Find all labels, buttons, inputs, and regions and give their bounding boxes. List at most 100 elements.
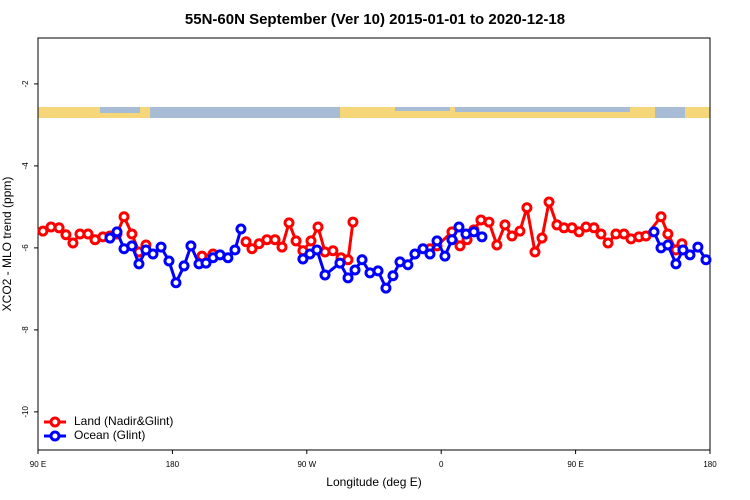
- point: [439, 250, 451, 262]
- point: [588, 222, 600, 234]
- point: [229, 244, 241, 256]
- point: [118, 211, 130, 223]
- point: [454, 240, 466, 252]
- point: [349, 264, 361, 276]
- point: [595, 228, 607, 240]
- y-axis-label: XCO2 - MLO trend (ppm): [0, 177, 14, 312]
- point: [618, 228, 630, 240]
- point: [356, 254, 368, 266]
- point: [126, 228, 138, 240]
- point: [111, 226, 123, 238]
- point: [409, 248, 421, 260]
- point: [147, 248, 159, 260]
- x-tick-label: 90 E: [30, 460, 46, 469]
- legend-label: Land (Nadir&Glint): [74, 414, 173, 428]
- point: [283, 217, 295, 229]
- x-tick-label: 180: [703, 460, 717, 469]
- point: [431, 235, 443, 247]
- point: [684, 249, 696, 261]
- map-land: [38, 107, 710, 118]
- point: [677, 244, 689, 256]
- map-water: [395, 107, 450, 111]
- map-strip: [38, 107, 710, 118]
- map-water: [655, 107, 685, 118]
- point: [573, 226, 585, 238]
- point: [529, 246, 541, 258]
- x-tick-label: 90 W: [297, 460, 316, 469]
- point: [483, 216, 495, 228]
- point: [104, 232, 116, 244]
- point: [276, 241, 288, 253]
- point: [506, 230, 518, 242]
- point: [82, 228, 94, 240]
- point: [521, 202, 533, 214]
- point: [170, 277, 182, 289]
- point: [499, 219, 511, 231]
- point: [662, 239, 674, 251]
- point: [222, 252, 234, 264]
- point: [446, 234, 458, 246]
- point: [380, 282, 392, 294]
- y-tick-label: -6: [21, 244, 30, 252]
- x-tick-label: 180: [166, 460, 180, 469]
- point: [640, 230, 652, 242]
- point: [163, 255, 175, 267]
- point: [155, 241, 167, 253]
- point: [126, 240, 138, 252]
- point: [200, 257, 212, 269]
- point: [235, 223, 247, 235]
- legend-marker: [49, 416, 61, 428]
- point: [60, 229, 72, 241]
- x-axis-label: Longitude (deg E): [326, 475, 421, 489]
- y-tick-label: -2: [21, 80, 30, 88]
- point: [424, 248, 436, 260]
- point: [297, 253, 309, 265]
- point: [372, 265, 384, 277]
- point: [269, 234, 281, 246]
- point: [700, 254, 712, 266]
- point: [334, 257, 346, 269]
- y-tick-label: -8: [21, 326, 30, 334]
- point: [253, 238, 265, 250]
- point: [347, 216, 359, 228]
- point: [514, 225, 526, 237]
- point: [692, 241, 704, 253]
- point: [178, 260, 190, 272]
- point: [402, 259, 414, 271]
- point: [602, 237, 614, 249]
- map-water: [100, 107, 140, 113]
- x-tick-label: 0: [439, 460, 444, 469]
- point: [662, 228, 674, 240]
- point: [311, 244, 323, 256]
- point: [648, 226, 660, 238]
- point: [417, 243, 429, 255]
- point: [543, 196, 555, 208]
- x-tick-label: 90 E: [567, 460, 583, 469]
- point: [319, 269, 331, 281]
- point: [185, 240, 197, 252]
- point: [536, 232, 548, 244]
- legend-label: Ocean (Glint): [74, 428, 145, 442]
- map-water: [455, 107, 630, 112]
- point: [53, 222, 65, 234]
- point: [670, 258, 682, 270]
- point: [468, 226, 480, 238]
- point: [246, 243, 258, 255]
- point: [387, 270, 399, 282]
- chart-title: 55N-60N September (Ver 10) 2015-01-01 to…: [185, 11, 565, 28]
- point: [476, 231, 488, 243]
- point: [491, 239, 503, 251]
- point: [37, 225, 49, 237]
- y-tick-label: -4: [21, 162, 30, 170]
- plot-frame: [37, 37, 711, 451]
- point: [240, 236, 252, 248]
- point: [312, 221, 324, 233]
- map-water: [150, 107, 340, 118]
- point: [655, 211, 667, 223]
- legend-marker: [49, 430, 61, 442]
- point: [342, 272, 354, 284]
- point: [290, 235, 302, 247]
- point: [305, 235, 317, 247]
